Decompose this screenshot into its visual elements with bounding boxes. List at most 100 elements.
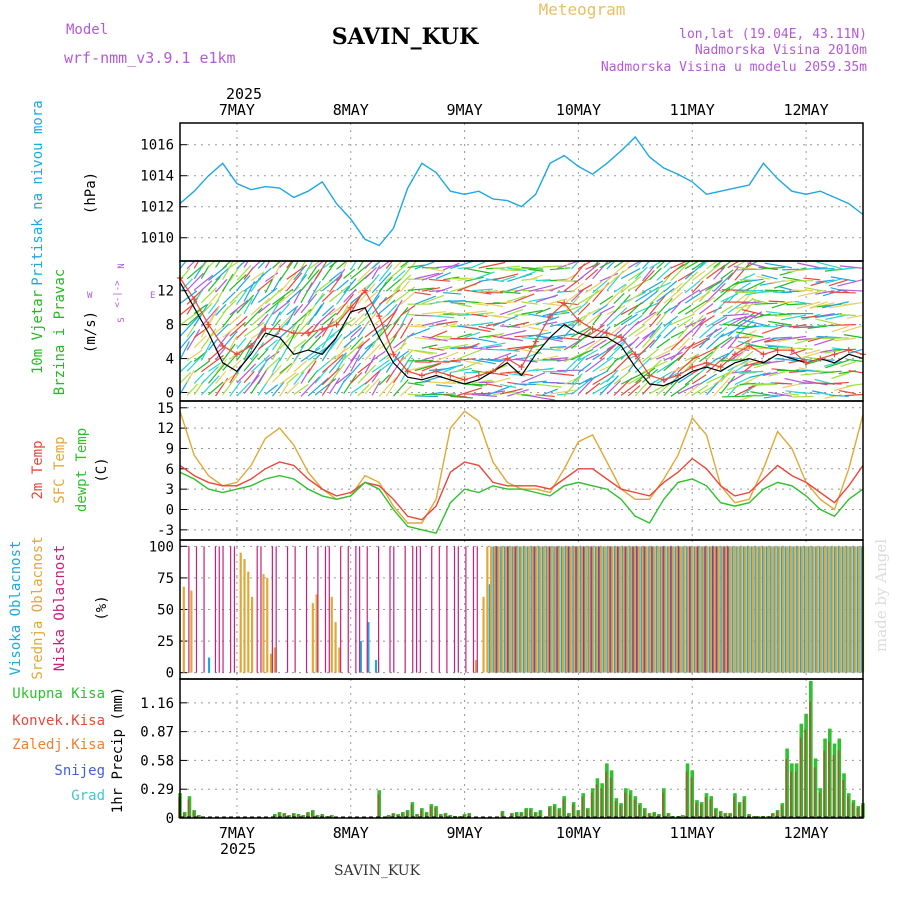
- wind-arrow: [557, 301, 578, 306]
- top-day-label: 11MAY: [670, 101, 715, 119]
- wind-arrow: [829, 394, 849, 398]
- wind-arrow: [293, 261, 299, 269]
- bottom-day-label: 7MAY: [219, 824, 255, 842]
- wind-arrow: [478, 381, 495, 384]
- wind-arrow: [592, 313, 602, 326]
- precip-conv-bar: [643, 809, 645, 818]
- wind-arrow: [229, 321, 246, 337]
- wind-arrow: [300, 347, 321, 363]
- wind-arrow: [485, 332, 504, 339]
- wind-gust-line-marker: [760, 351, 767, 358]
- wind-arrow: [293, 344, 305, 362]
- wind-arrow: [357, 343, 374, 362]
- wind-arrow: [392, 299, 403, 315]
- wind-arrow: [222, 291, 236, 305]
- wind-arrow: [656, 352, 671, 360]
- wind-arrow: [385, 308, 398, 328]
- wind-arrow: [207, 362, 226, 384]
- wind-arrow: [691, 346, 718, 361]
- wind-arrow: [831, 372, 849, 380]
- wind-arrow: [464, 289, 492, 295]
- wind-arrow: [677, 271, 698, 292]
- wind-gust-line-marker: [845, 347, 852, 354]
- wind-arrow: [272, 261, 282, 269]
- wind-gust-line-marker: [248, 342, 255, 349]
- wind-arrow: [613, 292, 625, 305]
- wind-arrow: [286, 322, 298, 338]
- wind-arrow: [713, 261, 723, 268]
- wind-arrow: [378, 276, 393, 292]
- wind-arrow: [343, 301, 354, 316]
- precip-conv-bar: [752, 816, 754, 818]
- wind-arrow: [385, 285, 401, 304]
- wind-arrow: [787, 356, 814, 362]
- wind-arrow: [542, 388, 558, 396]
- wind-arrow: [528, 380, 547, 384]
- wind-arrow: [642, 329, 657, 340]
- wind-arrow: [684, 318, 706, 337]
- wind-arrow: [542, 309, 567, 317]
- wind-arrow: [443, 375, 467, 385]
- wind-arrow: [215, 371, 227, 385]
- wind-arrow: [478, 312, 494, 315]
- precip-conv-bar: [723, 813, 726, 818]
- wind-arrow: [471, 321, 493, 326]
- model-name: wrf-nmm_v3.9.1 e1km: [64, 49, 236, 67]
- wind-arrow: [229, 261, 241, 268]
- y-tick-label: 1012: [140, 200, 174, 216]
- wind-arrow: [656, 287, 675, 303]
- wind-arrow: [314, 308, 336, 327]
- y-tick-label: -3: [157, 523, 174, 539]
- wind-arrow: [820, 370, 842, 374]
- wind-arrow: [336, 372, 351, 385]
- wind-arrow: [265, 350, 280, 362]
- precip-conv-bar: [695, 802, 697, 818]
- wind-arrow: [670, 382, 690, 397]
- wind-arrow: [542, 359, 562, 361]
- wind-arrow: [180, 341, 190, 360]
- wind-arrow: [378, 377, 397, 397]
- precip-conv-bar: [605, 771, 607, 818]
- wind-arrow: [535, 367, 554, 372]
- precip-conv-bar: [718, 812, 721, 818]
- wind-arrow: [300, 261, 314, 282]
- wind-arrow: [229, 359, 242, 372]
- wind-arrow: [443, 394, 467, 398]
- lonlat-label: lon,lat (19.04E, 43.11N): [679, 27, 867, 42]
- wind-arrow: [599, 272, 619, 282]
- wind-arrow: [485, 383, 503, 388]
- wind-arrow: [286, 382, 300, 395]
- wind-arrow: [400, 261, 411, 268]
- wind-arrow: [521, 266, 544, 270]
- wind-arrow: [250, 354, 271, 373]
- wind-arrow: [706, 327, 723, 338]
- wind-arrow: [837, 279, 863, 287]
- wind-arrow: [535, 383, 562, 388]
- wind-arrow: [200, 287, 217, 304]
- wind-arrow: [542, 348, 562, 351]
- wind-arrow: [606, 341, 627, 361]
- precip-conv-bar: [813, 767, 816, 818]
- wind-arrow: [428, 360, 450, 363]
- wind-arrow: [837, 289, 863, 292]
- wind-arrow: [699, 351, 714, 363]
- wind-arrow: [471, 379, 493, 385]
- wind-arrow: [450, 261, 474, 270]
- wind-arrow: [691, 296, 716, 315]
- wind-arrow: [328, 275, 343, 293]
- wind-gust-line-marker: [447, 372, 454, 379]
- wind-arrow: [186, 383, 198, 396]
- wind-arrow: [557, 336, 581, 341]
- wind-gust-line-marker: [717, 364, 724, 371]
- wind-arrow: [471, 271, 495, 281]
- precip-conv-bar: [434, 807, 437, 818]
- wind-arrow: [840, 360, 857, 368]
- wind-arrow: [435, 364, 464, 372]
- wind-arrow: [385, 278, 402, 292]
- wind-arrow: [236, 275, 251, 291]
- wind-arrow: [215, 358, 228, 374]
- wind-arrow: [257, 313, 269, 326]
- wind-arrow: [293, 317, 313, 339]
- wind-arrow: [542, 336, 563, 343]
